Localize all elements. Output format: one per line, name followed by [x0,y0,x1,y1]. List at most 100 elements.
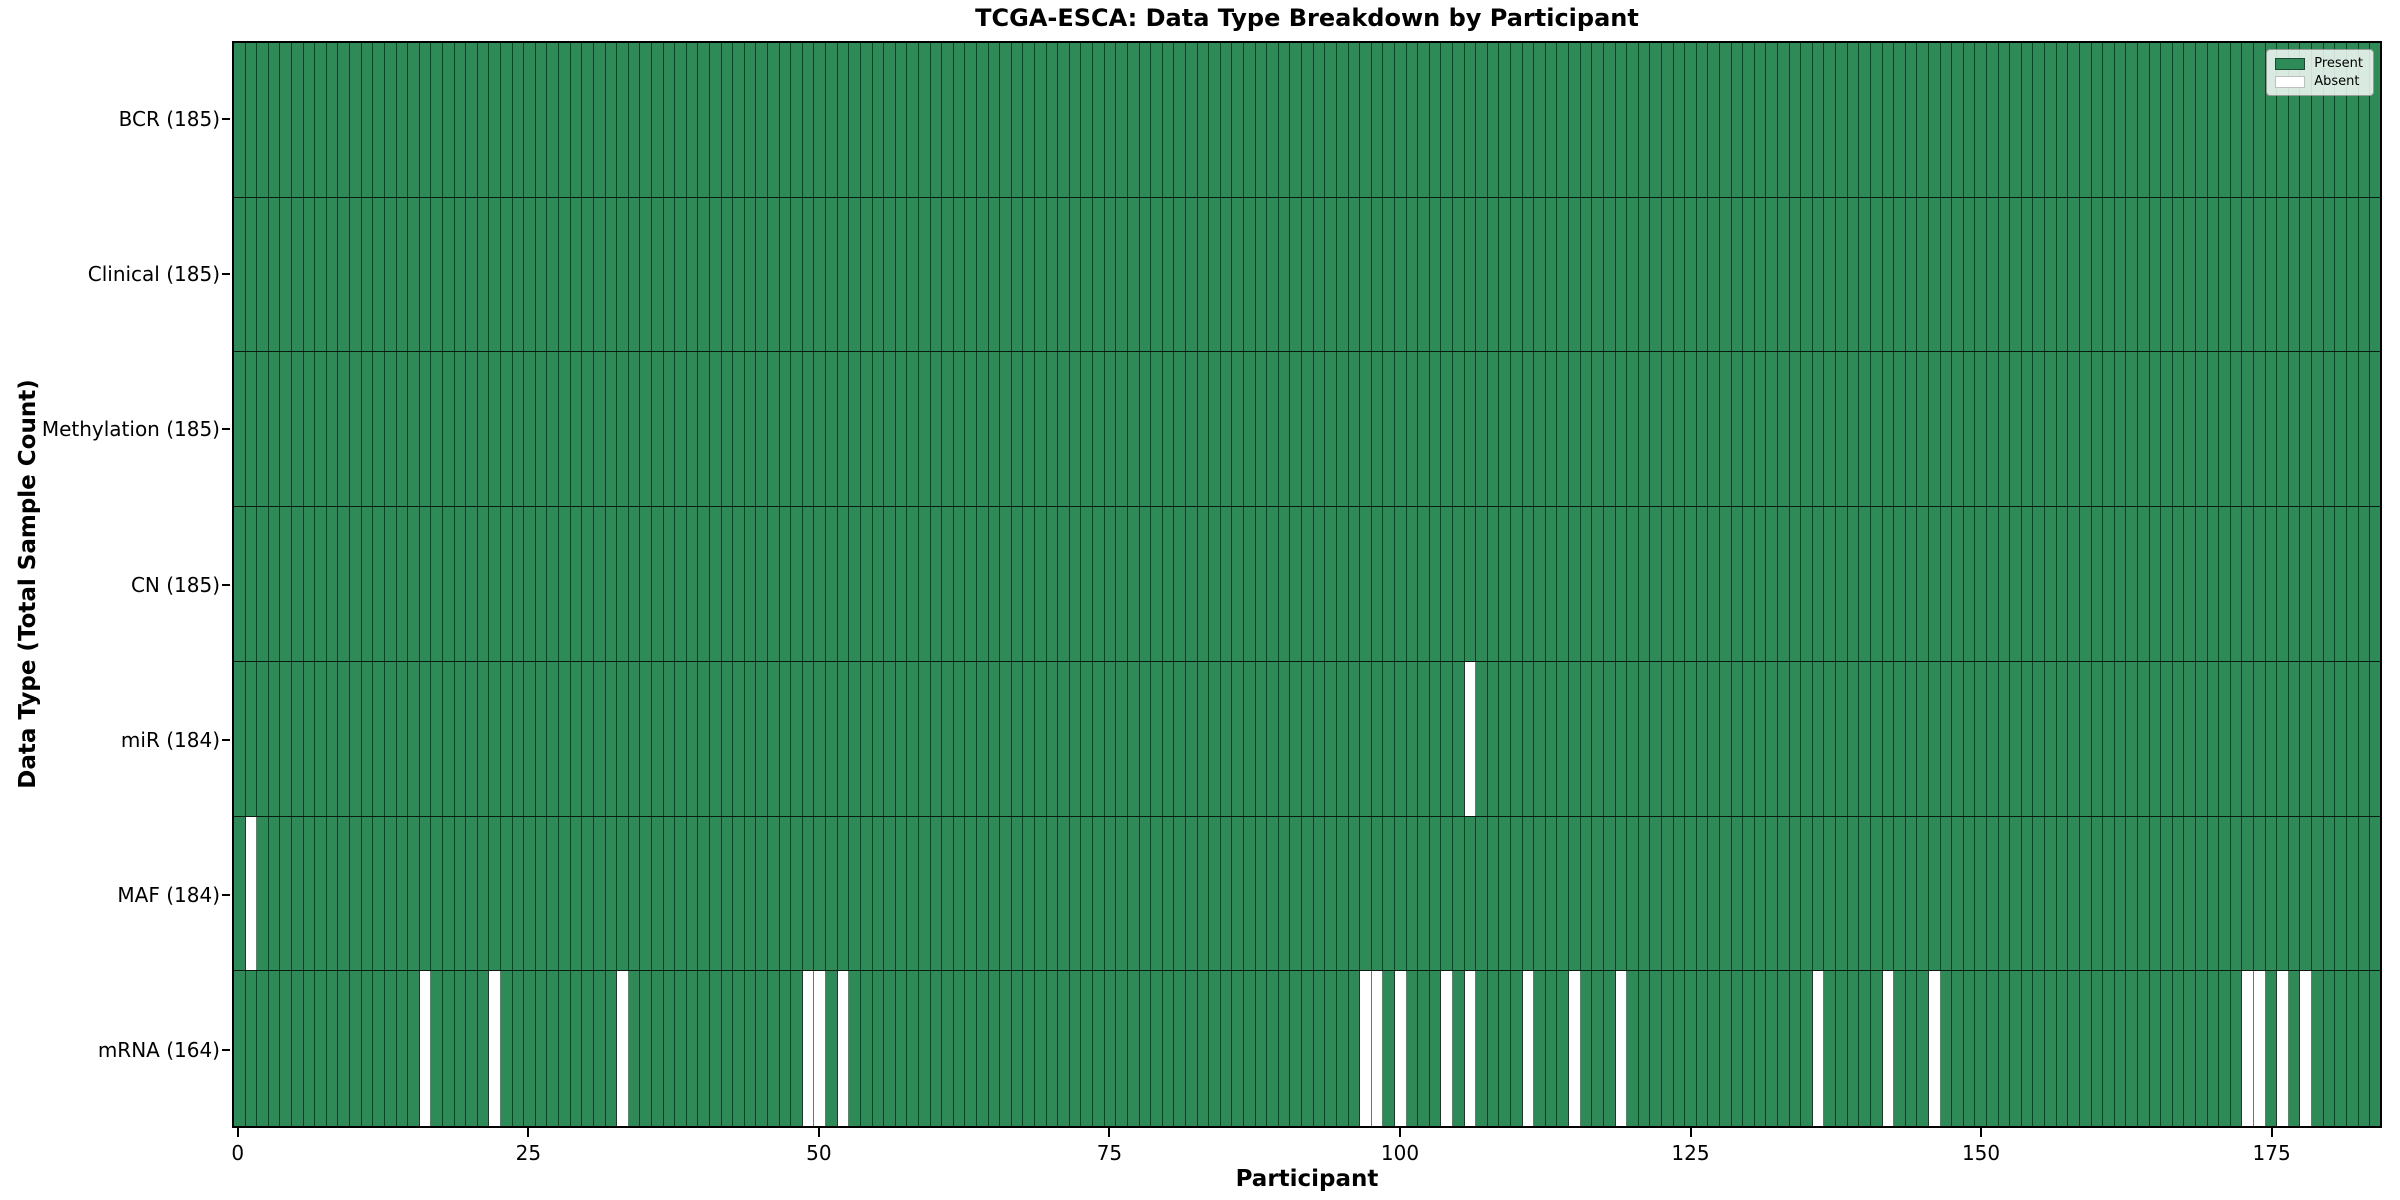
participant-cell [1639,43,1651,197]
participant-cell [2126,352,2138,507]
participant-cell [1511,197,1523,352]
participant-cell [710,43,722,197]
participant-cell [489,816,502,971]
participant-cell [1812,971,1825,1126]
y-tick-label: miR (184) [120,727,220,752]
participant-cell [1012,971,1024,1126]
participant-cell [1557,816,1570,971]
participant-cell [269,816,281,971]
participant-cell [2196,661,2208,816]
participant-cell [385,971,397,1126]
participant-cell [2219,197,2231,352]
participant-cell [1836,43,1848,197]
participant-cell [1058,507,1070,661]
participant-cell [1081,197,1094,352]
participant-cell [327,197,339,352]
participant-cell [536,352,548,507]
participant-cell [756,43,769,197]
participant-cell [292,197,304,352]
participant-cell [536,816,548,971]
participant-cell [942,352,954,507]
participant-cell [2126,816,2138,971]
legend: Present Absent [2266,49,2374,96]
participant-cell [745,352,757,507]
participant-cell [1627,507,1639,661]
participant-cell [582,661,594,816]
participant-cell [1395,43,1407,197]
participant-cell [559,661,571,816]
participant-cell [2196,507,2208,661]
participant-cell [1000,971,1012,1126]
participant-cell [1557,971,1570,1126]
participant-cell [1441,43,1453,197]
y-tick-label: mRNA (164) [97,1038,220,1063]
participant-cell [478,816,490,971]
participant-cell [1999,507,2011,661]
legend-entry-present: Present [2275,57,2363,70]
participant-cell [1581,971,1593,1126]
participant-cell [2033,661,2046,816]
participant-cell [2150,971,2162,1126]
x-tick-mark [1398,1128,1401,1137]
participant-cell [2242,352,2255,507]
participant-cell [1383,816,1395,971]
participant-cell [1418,816,1430,971]
participant-cell [1964,816,1976,971]
participant-cell [1674,816,1686,971]
participant-cell [420,816,432,971]
participant-cell [1198,971,1210,1126]
participant-cell [1778,971,1790,1126]
participant-cell [1035,43,1047,197]
participant-cell [2150,43,2162,197]
participant-cell [1035,661,1047,816]
participant-cell [826,43,838,197]
participant-cell [315,197,327,352]
x-tick-mark [1108,1128,1111,1137]
participant-cell [919,971,931,1126]
participant-cell [1267,507,1279,661]
participant-cell [1070,971,1082,1126]
participant-cell [2045,661,2057,816]
participant-cell [1488,43,1500,197]
participant-cell [1325,816,1337,971]
participant-cell [2208,197,2220,352]
participant-cell [837,971,850,1126]
participant-cell [257,816,269,971]
participant-cell [304,507,316,661]
participant-cell [2324,816,2336,971]
participant-cell [606,661,618,816]
participant-cell [1372,43,1384,197]
heatmap-row [234,43,2380,198]
participant-cell [1650,197,1662,352]
participant-cell [513,507,525,661]
participant-cell [559,43,571,197]
participant-cell [756,661,769,816]
participant-cell [606,971,618,1126]
participant-cell [1128,507,1140,661]
participant-cell [954,352,966,507]
x-tick-mark [527,1128,530,1137]
participant-cell [629,352,641,507]
participant-cell [1383,43,1395,197]
participant-cell [733,352,745,507]
participant-cell [2092,197,2104,352]
participant-cell [2126,43,2138,197]
participant-cell [547,661,560,816]
participant-cell [931,507,943,661]
participant-cell [1987,197,1999,352]
participant-cell [582,197,594,352]
legend-present-swatch [2275,57,2306,70]
heatmap-row [234,197,2380,353]
participant-cell [1917,816,1929,971]
participant-cell [327,816,339,971]
participant-cell [861,352,873,507]
participant-cell [2080,816,2092,971]
participant-cell [2254,661,2266,816]
participant-cell [1209,352,1221,507]
participant-cell [2103,816,2115,971]
participant-cell [791,197,803,352]
participant-cell [1790,507,1802,661]
participant-cell [629,507,641,661]
participant-cell [2266,43,2278,197]
participant-cell [1720,971,1732,1126]
